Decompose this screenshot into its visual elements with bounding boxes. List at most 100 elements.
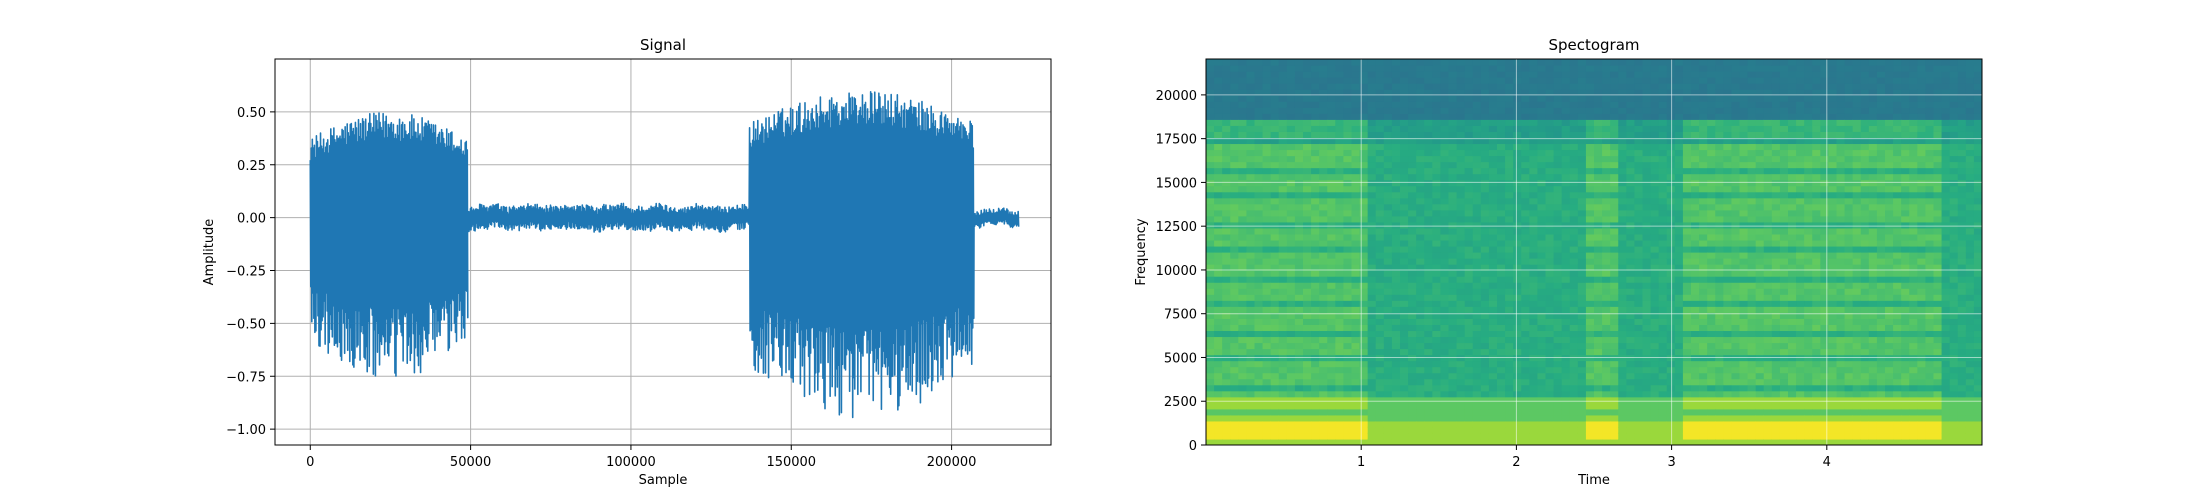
spectrogram-cell — [1391, 348, 1401, 356]
spectrogram-cell — [1707, 179, 1716, 187]
spectrogram-cell — [1674, 330, 1684, 338]
spectrogram-cell — [1400, 276, 1409, 283]
spectrogram-cell — [1691, 245, 1700, 253]
spectrogram-cell — [1747, 173, 1757, 181]
spectrogram-cell — [1448, 282, 1458, 289]
spectrogram-cell — [1521, 252, 1530, 259]
spectrogram-cell — [1400, 426, 1409, 434]
spectrogram-cell — [1222, 384, 1231, 392]
spectrogram-cell — [1739, 197, 1749, 205]
spectrogram-cell — [1480, 227, 1490, 235]
spectrogram-cell — [1731, 330, 1741, 338]
spectrogram-cell — [1359, 300, 1369, 307]
spectrogram-cell — [1812, 245, 1821, 253]
spectrogram-cell — [1561, 438, 1571, 445]
spectrogram-cell — [1755, 318, 1765, 325]
spectrogram-cell — [1214, 306, 1223, 313]
spectrogram-cell — [1577, 173, 1587, 181]
spectrogram-cell — [1763, 89, 1773, 96]
spectrogram-cell — [1699, 384, 1708, 392]
spectrogram-cell — [1804, 366, 1813, 374]
spectrogram-cell — [1472, 420, 1482, 428]
spectrogram-cell — [1529, 282, 1539, 289]
spectrogram-cell — [1715, 233, 1724, 241]
spectrogram-cell — [1480, 426, 1490, 434]
spectrogram-cell — [1367, 209, 1377, 217]
spectrogram-cell — [1763, 366, 1773, 374]
spectrogram-cell — [1343, 59, 1353, 66]
spectrogram-cell — [1763, 324, 1773, 332]
spectrogram-cell — [1206, 294, 1215, 301]
spectrogram-cell — [1594, 300, 1603, 307]
spectrogram-chart: 1 2 3 4025005000750010000125001500017500200… — [1134, 36, 1983, 488]
spectrogram-cell — [1262, 143, 1272, 151]
spectrogram-cell — [1763, 65, 1773, 72]
spectrogram-cell — [1666, 396, 1676, 404]
spectrogram-cell — [1594, 155, 1603, 163]
spectrogram-cell — [1771, 113, 1781, 120]
spectrogram-cell — [1561, 348, 1571, 356]
spectrogram-cell — [1254, 270, 1264, 277]
spectrogram-cell — [1472, 402, 1482, 410]
spectrogram-cell — [1545, 438, 1555, 445]
spectrogram-cell — [1286, 209, 1296, 217]
spectrogram-cell — [1561, 432, 1571, 440]
spectrogram-cell — [1723, 191, 1733, 199]
spectrogram-cell — [1828, 426, 1838, 434]
spectrogram-cell — [1699, 137, 1708, 145]
spectrogram-cell — [1254, 414, 1264, 422]
spectrogram-cell — [1553, 420, 1563, 428]
spectrogram-cell — [1246, 342, 1256, 350]
spectrogram-cell — [1739, 438, 1749, 445]
spectrogram-cell — [1828, 342, 1838, 350]
spectrogram-cell — [1804, 390, 1813, 398]
spectrogram-cell — [1618, 131, 1627, 139]
spectrogram-cell — [1424, 65, 1433, 72]
signal-ytick-label: 0.25 — [237, 159, 266, 174]
spectrogram-cell — [1610, 414, 1619, 422]
spectrogram-cell — [1270, 408, 1280, 416]
spectrogram-cell — [1456, 233, 1466, 241]
spectrogram-cell — [1642, 191, 1652, 199]
spectrogram-cell — [1763, 432, 1773, 440]
spectrogram-cell — [1755, 384, 1765, 392]
spectrogram-cell — [1359, 252, 1369, 259]
spectrogram-cell — [1820, 131, 1830, 139]
spectrogram-cell — [1513, 312, 1522, 319]
spectrogram-cell — [1585, 179, 1595, 187]
spectrogram-cell — [1666, 77, 1676, 84]
spectrogram-cell — [1715, 432, 1724, 440]
spectrogram-cell — [1206, 342, 1215, 350]
spectrogram-cell — [1699, 300, 1708, 307]
spectrogram-cell — [1448, 396, 1458, 404]
spectrogram-cell — [1359, 432, 1369, 440]
signal-series — [309, 90, 1020, 419]
spectrogram-cell — [1505, 83, 1514, 90]
spectrogram-cell — [1367, 264, 1377, 271]
spectrogram-cell — [1739, 318, 1749, 325]
spectrogram-cell — [1626, 270, 1636, 277]
spectrogram-cell — [1650, 432, 1660, 440]
spectrogram-cell — [1812, 438, 1821, 445]
spectrogram-cell — [1585, 318, 1595, 325]
spectrogram-cell — [1480, 366, 1490, 374]
spectrogram-cell — [1335, 264, 1345, 271]
spectrogram-cell — [1206, 197, 1215, 205]
spectrogram-cell — [1602, 137, 1611, 145]
spectrogram-cell — [1796, 378, 1805, 386]
spectrogram-cell — [1577, 221, 1587, 229]
spectrogram-cell — [1828, 438, 1838, 445]
spectrogram-cell — [1383, 119, 1393, 126]
spectrogram-cell — [1602, 71, 1611, 78]
spectrogram-cell — [1424, 312, 1433, 319]
spectrogram-cell — [1545, 191, 1555, 199]
spectrogram-cell — [1416, 131, 1425, 139]
spectrogram-cell — [1723, 348, 1733, 356]
spectrogram-cell — [1359, 366, 1369, 374]
spectrogram-cell — [1327, 185, 1336, 193]
spectrogram-cell — [1618, 59, 1627, 66]
spectrogram-cell — [1311, 191, 1320, 199]
spectrogram-cell — [1488, 89, 1498, 96]
spectrogram-cell — [1674, 264, 1684, 271]
spectrogram-cell — [1755, 396, 1765, 404]
